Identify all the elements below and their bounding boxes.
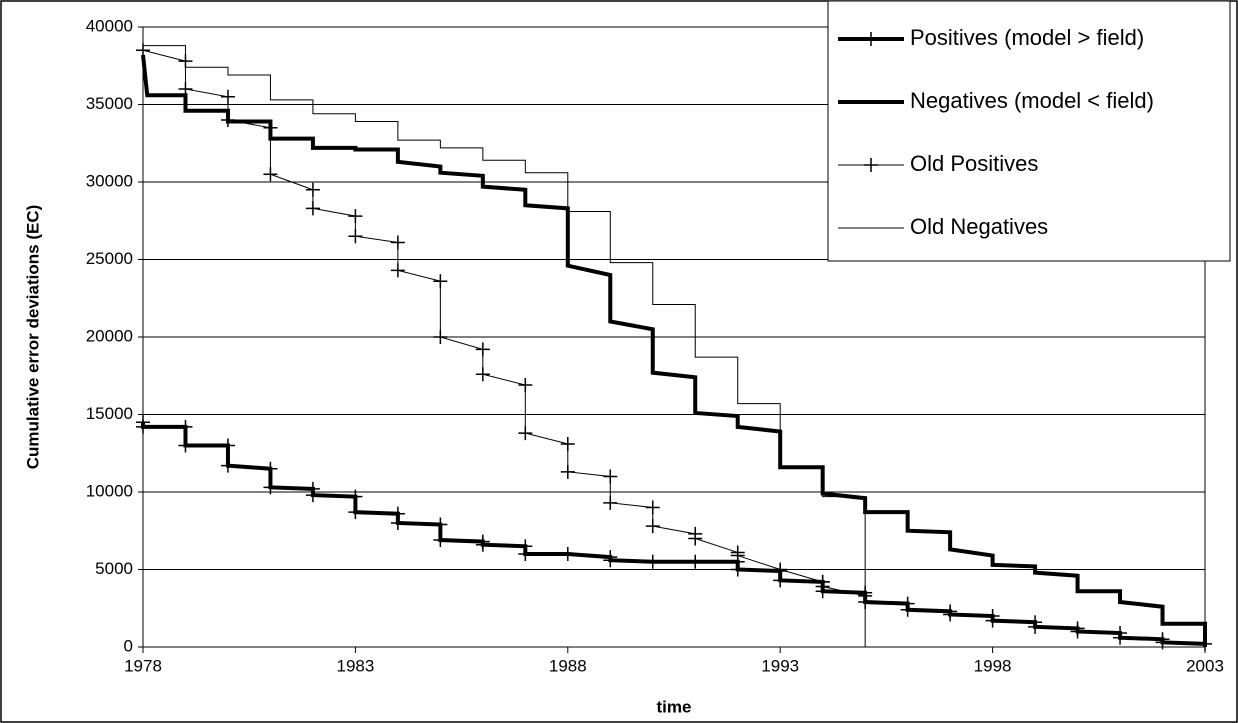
x-tick-label: 1988 xyxy=(549,656,587,675)
marker xyxy=(730,562,745,577)
marker xyxy=(433,517,448,532)
x-tick-label: 1983 xyxy=(336,656,374,675)
marker xyxy=(858,595,873,610)
marker xyxy=(178,419,193,434)
marker xyxy=(136,419,150,434)
marker xyxy=(900,602,915,617)
marker xyxy=(1028,619,1043,634)
legend: Positives (model > field) Negatives (mode… xyxy=(827,0,1231,262)
marker xyxy=(390,235,405,250)
marker xyxy=(263,461,278,476)
y-tick-label: 25000 xyxy=(86,249,133,268)
x-tick-label: 1998 xyxy=(974,656,1012,675)
marker xyxy=(390,263,405,278)
marker xyxy=(560,547,575,561)
marker xyxy=(518,426,533,441)
marker xyxy=(985,613,1000,628)
marker xyxy=(815,584,830,599)
marker xyxy=(305,201,320,216)
marker xyxy=(603,553,618,568)
marker xyxy=(263,167,278,182)
x-axis-label: time xyxy=(657,697,692,716)
legend-label: Old Positives xyxy=(910,151,1038,176)
y-tick-label: 5000 xyxy=(95,559,133,578)
marker xyxy=(943,607,958,622)
marker xyxy=(1155,635,1170,650)
marker xyxy=(220,438,235,453)
y-axis-label: Cumulative error deviations (EC) xyxy=(23,205,42,470)
marker xyxy=(220,458,235,473)
plot xyxy=(136,43,1212,651)
marker xyxy=(603,469,618,484)
legend-box xyxy=(827,0,1231,262)
series-line xyxy=(143,45,866,647)
marker xyxy=(645,554,660,569)
y-tick-label: 0 xyxy=(124,636,133,655)
x-tick-label: 1993 xyxy=(761,656,799,675)
marker xyxy=(475,537,490,552)
marker xyxy=(560,436,575,451)
marker xyxy=(475,342,490,357)
marker xyxy=(645,519,660,534)
marker xyxy=(560,464,575,479)
y-tick-label: 30000 xyxy=(86,171,133,190)
x-tick-label: 1978 xyxy=(124,656,162,675)
marker xyxy=(263,480,278,495)
y-tick-label: 40000 xyxy=(86,16,133,35)
marker xyxy=(475,367,490,382)
legend-label: Old Negatives xyxy=(910,214,1048,239)
plot-frame xyxy=(142,26,1206,648)
x-tick-label: 2003 xyxy=(1186,656,1224,675)
marker xyxy=(433,330,448,344)
legend-label: Negatives (model < field) xyxy=(910,88,1154,113)
marker xyxy=(178,54,193,69)
y-tick-label: 20000 xyxy=(86,326,133,345)
marker xyxy=(220,89,235,104)
marker xyxy=(773,573,788,588)
marker xyxy=(348,209,363,224)
marker xyxy=(305,488,320,503)
marker xyxy=(864,32,878,46)
series-line xyxy=(141,54,1207,647)
marker xyxy=(178,438,193,453)
marker xyxy=(518,378,533,393)
marker xyxy=(864,158,878,172)
marker xyxy=(433,533,448,548)
marker xyxy=(305,182,320,197)
marker xyxy=(1198,636,1212,651)
marker xyxy=(348,229,363,244)
marker xyxy=(645,500,660,515)
legend-label: Positives (model > field) xyxy=(910,25,1144,50)
marker xyxy=(1113,630,1128,645)
marker xyxy=(688,554,703,569)
marker xyxy=(348,505,363,520)
marker xyxy=(518,547,533,561)
marker xyxy=(348,489,363,504)
marker xyxy=(603,495,618,510)
marker xyxy=(433,274,448,289)
y-tick-label: 10000 xyxy=(86,481,133,500)
y-tick-label: 15000 xyxy=(86,404,133,423)
y-tick-label: 35000 xyxy=(86,94,133,113)
marker xyxy=(390,516,405,530)
marker xyxy=(1070,624,1085,639)
marker xyxy=(688,531,703,546)
